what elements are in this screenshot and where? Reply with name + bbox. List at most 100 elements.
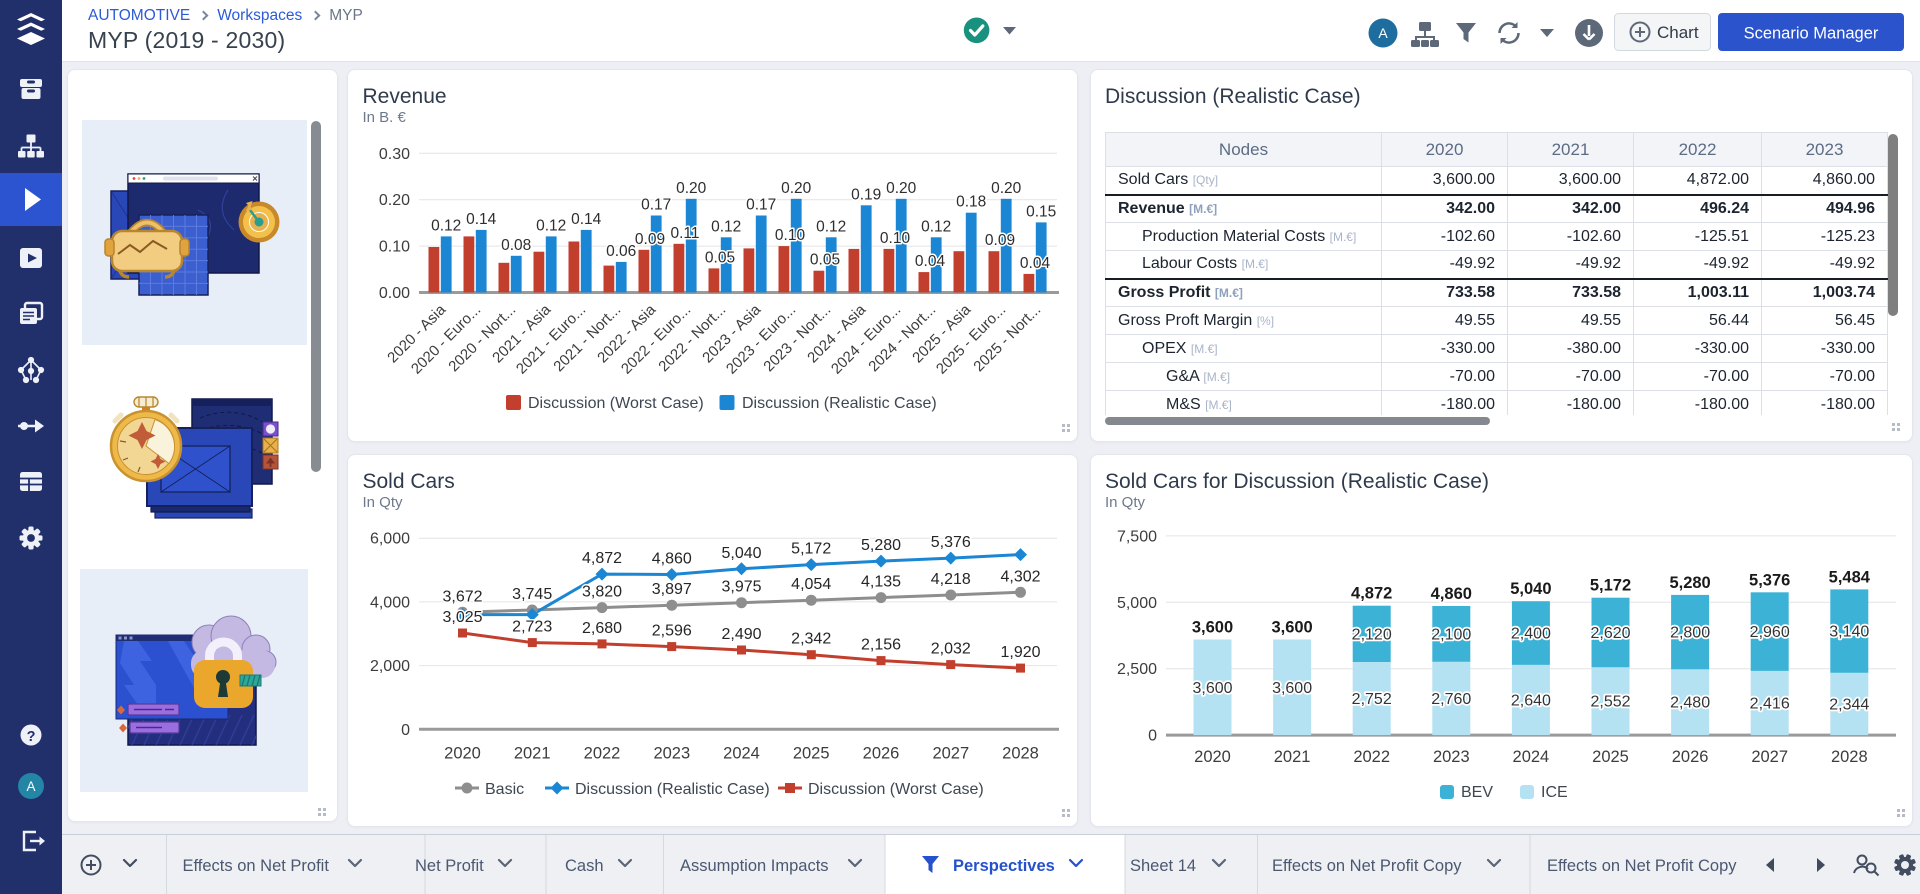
svg-text:3,140: 3,140 <box>1829 624 1869 641</box>
svg-text:Effects on Net Profit Copy: Effects on Net Profit Copy <box>1547 857 1737 875</box>
svg-text:2,620: 2,620 <box>1590 625 1630 642</box>
svg-text:0.12: 0.12 <box>431 217 461 234</box>
svg-text:0.20: 0.20 <box>676 180 707 197</box>
svg-text:Discussion (Realistic Case): Discussion (Realistic Case) <box>742 395 937 412</box>
svg-text:0.12: 0.12 <box>921 218 951 235</box>
svg-text:Basic: Basic <box>485 781 524 798</box>
svg-text:Scenario Manager: Scenario Manager <box>1744 25 1879 43</box>
svg-text:0.17: 0.17 <box>641 197 671 214</box>
svg-text:3,672: 3,672 <box>442 588 482 605</box>
svg-text:6,000: 6,000 <box>370 531 410 548</box>
svg-text:Cash: Cash <box>565 857 604 875</box>
svg-text:0.08: 0.08 <box>501 237 531 254</box>
svg-text:0.10: 0.10 <box>880 230 911 247</box>
svg-text:2,500: 2,500 <box>1117 661 1157 678</box>
svg-text:3,600: 3,600 <box>1272 680 1312 697</box>
svg-text:BEV: BEV <box>1461 784 1493 801</box>
svg-text:2025: 2025 <box>1592 748 1629 766</box>
svg-text:Revenue: Revenue <box>363 85 447 108</box>
svg-text:0.09: 0.09 <box>985 232 1015 249</box>
svg-text:4,135: 4,135 <box>861 574 901 591</box>
svg-text:A: A <box>26 779 35 794</box>
svg-text:0.15: 0.15 <box>1026 203 1056 220</box>
svg-text:5,280: 5,280 <box>861 537 901 554</box>
svg-text:Perspectives: Perspectives <box>953 857 1055 875</box>
svg-text:2020: 2020 <box>444 744 481 762</box>
svg-text:0.06: 0.06 <box>606 243 636 260</box>
svg-text:4,000: 4,000 <box>370 594 410 611</box>
svg-text:0.20: 0.20 <box>379 192 410 209</box>
svg-text:2,156: 2,156 <box>861 637 901 654</box>
svg-text:0.04: 0.04 <box>915 253 946 270</box>
svg-text:0.10: 0.10 <box>775 227 806 244</box>
svg-text:2026: 2026 <box>863 744 900 762</box>
svg-text:2,120: 2,120 <box>1352 626 1392 643</box>
svg-text:Discussion (Worst Case): Discussion (Worst Case) <box>808 781 984 798</box>
svg-text:2023: 2023 <box>1433 748 1470 766</box>
svg-text:5,280: 5,280 <box>1669 574 1710 592</box>
svg-text:5,172: 5,172 <box>791 541 831 558</box>
svg-text:Effects on Net Profit Copy: Effects on Net Profit Copy <box>1272 857 1462 875</box>
svg-text:0: 0 <box>1148 728 1157 745</box>
svg-text:0.12: 0.12 <box>536 217 566 234</box>
svg-text:2027: 2027 <box>932 744 969 762</box>
svg-text:A: A <box>1378 25 1388 41</box>
svg-text:0: 0 <box>401 722 410 739</box>
svg-text:0.14: 0.14 <box>571 211 602 228</box>
svg-text:0.00: 0.00 <box>379 285 410 302</box>
svg-text:4,302: 4,302 <box>1000 568 1040 585</box>
svg-text:2024: 2024 <box>1513 748 1550 766</box>
svg-text:3,600: 3,600 <box>1271 619 1312 637</box>
svg-text:2,344: 2,344 <box>1829 697 1869 714</box>
svg-text:Net Profit: Net Profit <box>415 857 484 875</box>
svg-text:0.04: 0.04 <box>1020 255 1051 272</box>
svg-text:3,025: 3,025 <box>442 609 482 626</box>
svg-text:3,600: 3,600 <box>1192 680 1232 697</box>
svg-text:0.19: 0.19 <box>851 186 881 203</box>
svg-text:3,897: 3,897 <box>652 581 692 598</box>
svg-text:0.17: 0.17 <box>746 197 776 214</box>
svg-text:3,975: 3,975 <box>721 579 761 596</box>
svg-text:2022: 2022 <box>1353 748 1390 766</box>
svg-text:2,416: 2,416 <box>1750 696 1790 713</box>
svg-text:2,400: 2,400 <box>1511 626 1551 643</box>
svg-text:0.10: 0.10 <box>379 239 410 256</box>
svg-text:4,054: 4,054 <box>791 576 831 593</box>
svg-text:In Qty: In Qty <box>363 494 404 511</box>
svg-text:Chart: Chart <box>1657 23 1699 42</box>
svg-text:2,960: 2,960 <box>1750 624 1790 641</box>
svg-text:Effects on Net Profit: Effects on Net Profit <box>183 857 330 875</box>
svg-text:2,480: 2,480 <box>1670 695 1710 712</box>
svg-text:2,752: 2,752 <box>1352 691 1392 708</box>
svg-text:2,596: 2,596 <box>652 623 692 640</box>
svg-text:5,376: 5,376 <box>931 534 971 551</box>
svg-text:3,820: 3,820 <box>582 584 622 601</box>
svg-text:3,600: 3,600 <box>1192 619 1233 637</box>
svg-text:2026: 2026 <box>1672 748 1709 766</box>
svg-text:0.09: 0.09 <box>635 231 665 248</box>
svg-text:2,723: 2,723 <box>512 619 552 636</box>
svg-text:2,760: 2,760 <box>1431 691 1471 708</box>
svg-text:2,640: 2,640 <box>1511 693 1551 710</box>
svg-text:0.11: 0.11 <box>670 225 699 242</box>
svg-text:2022: 2022 <box>584 744 621 762</box>
svg-text:5,172: 5,172 <box>1590 577 1631 595</box>
svg-text:?: ? <box>27 729 36 745</box>
svg-text:0.14: 0.14 <box>466 211 497 228</box>
svg-text:0.20: 0.20 <box>781 180 812 197</box>
svg-text:2,800: 2,800 <box>1670 625 1710 642</box>
svg-text:2023: 2023 <box>653 744 690 762</box>
svg-text:2,342: 2,342 <box>791 631 831 648</box>
svg-text:4,872: 4,872 <box>582 550 622 567</box>
svg-text:2028: 2028 <box>1831 748 1868 766</box>
svg-text:0.20: 0.20 <box>886 180 917 197</box>
svg-text:Sheet 14: Sheet 14 <box>1130 857 1196 875</box>
svg-text:2020: 2020 <box>1194 748 1231 766</box>
svg-text:0.05: 0.05 <box>810 252 840 269</box>
svg-text:2021: 2021 <box>514 744 551 762</box>
svg-text:2,680: 2,680 <box>582 620 622 637</box>
svg-text:In B. €: In B. € <box>363 109 407 126</box>
svg-text:Sold Cars: Sold Cars <box>363 470 455 493</box>
svg-text:0.30: 0.30 <box>379 146 410 163</box>
svg-text:2025: 2025 <box>793 744 830 762</box>
